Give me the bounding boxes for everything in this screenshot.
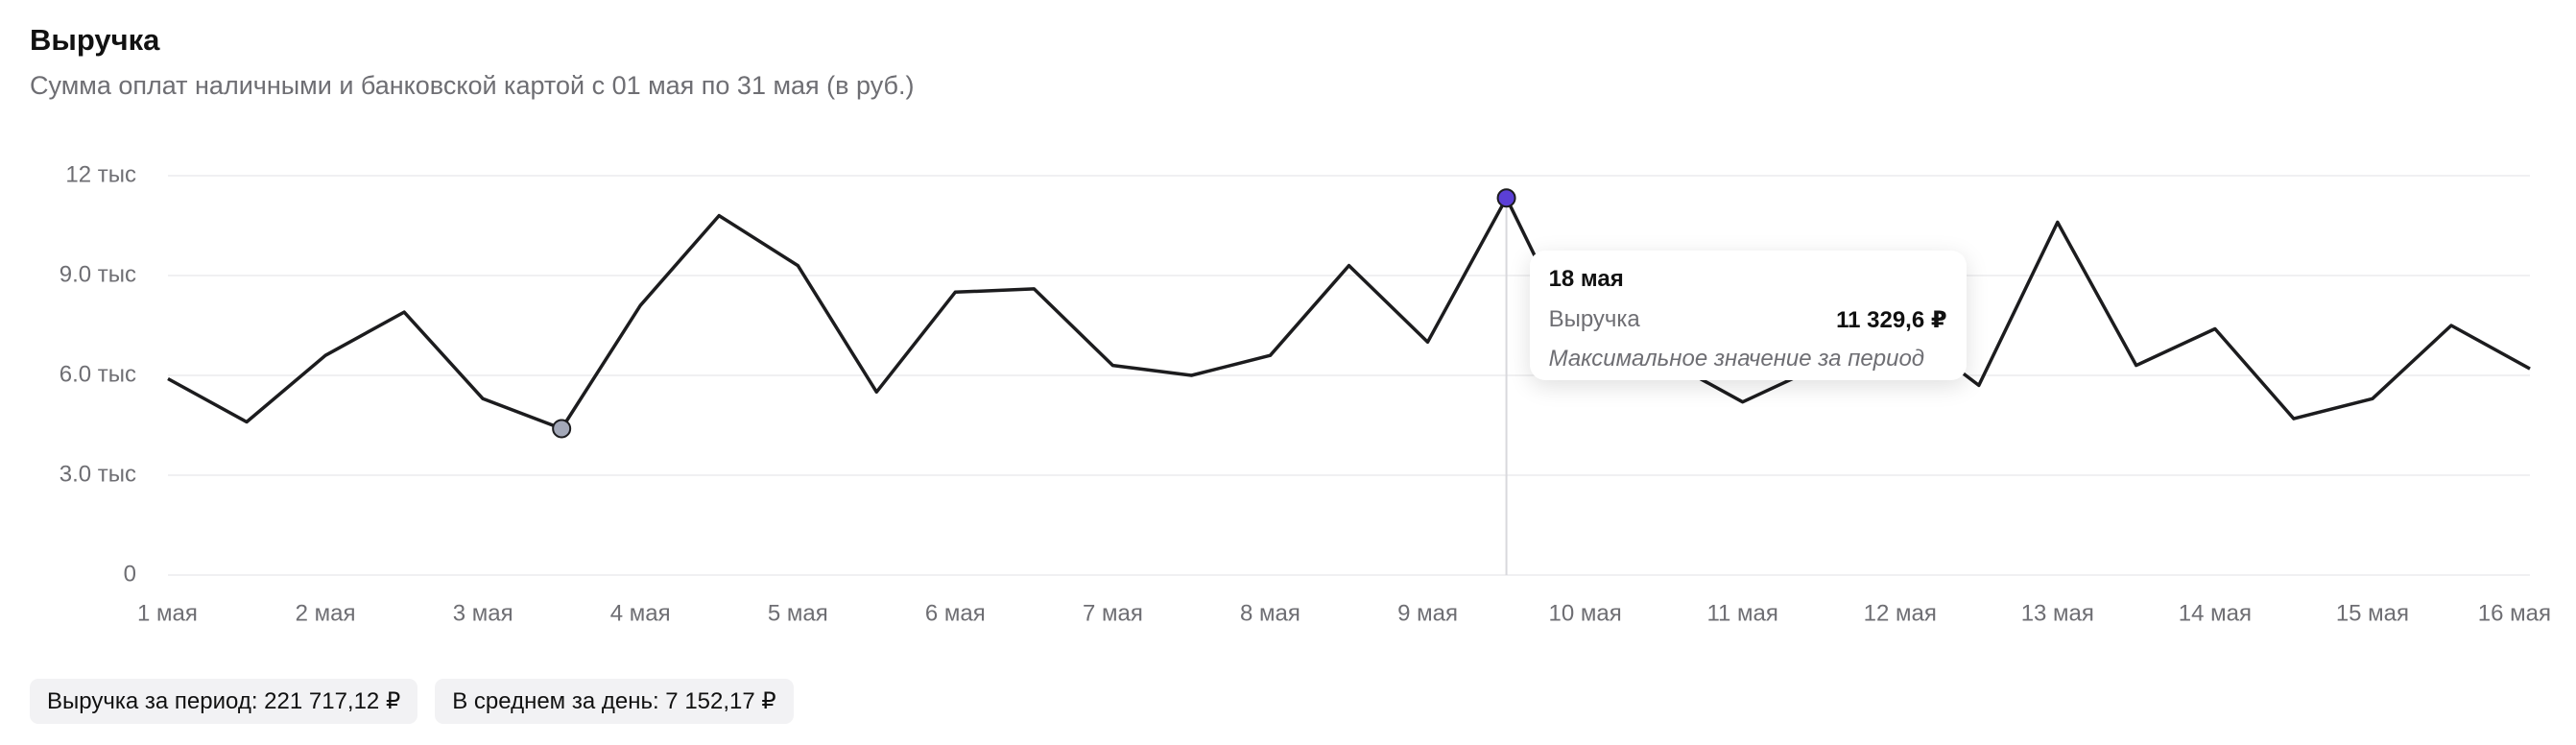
x-tick-label: 2 мая xyxy=(296,600,356,626)
x-tick-label: 6 мая xyxy=(925,600,986,626)
x-tick-label: 4 мая xyxy=(610,600,671,626)
x-tick-label: 8 мая xyxy=(1240,600,1300,626)
y-tick-label: 6.0 тыс xyxy=(60,361,136,387)
tooltip-row: Выручка 11 329,6 ₽ xyxy=(1549,306,1947,334)
tooltip: 18 мая Выручка 11 329,6 ₽ Максимальное з… xyxy=(1529,251,1967,381)
y-tick-label: 3.0 тыс xyxy=(60,461,136,487)
line xyxy=(167,196,2531,431)
x-tick-label: 1 мая xyxy=(137,600,198,626)
x-tick-label: 10 мая xyxy=(1548,600,1621,626)
x-tick-label: 11 мая xyxy=(1706,600,1777,626)
tooltip-label: Выручка xyxy=(1548,306,1640,333)
x-tick-label: 16 мая xyxy=(2478,600,2551,626)
x-tick-label: 12 мая xyxy=(1864,600,1937,626)
max-marker xyxy=(1496,188,1516,208)
subtitle: Сумма оплат наличными и банковской карто… xyxy=(30,71,915,100)
x-tick-label: 3 мая xyxy=(453,600,513,626)
chart: 0 3.0 тыс 6.0 тыс 9.0 тыс 12 тыс 1 мая 2 мая 3 … xyxy=(60,161,2551,626)
tooltip-date: 18 мая xyxy=(1548,266,1624,293)
x-tick-label: 5 мая xyxy=(768,600,828,626)
min-marker xyxy=(552,419,572,439)
title: Выручка xyxy=(30,23,160,57)
y-tick-label: 12 тыс xyxy=(65,161,136,187)
x-tick-label: 7 мая xyxy=(1083,600,1143,626)
x-tick-label: 13 мая xyxy=(2021,600,2094,626)
summary: Выручка за период: 221 717,12 ₽ В среднем… xyxy=(30,679,794,724)
y-tick-label: 0 xyxy=(124,561,136,587)
x-tick-label: 14 мая xyxy=(2179,600,2252,626)
tooltip-value: 11 329,6 ₽ xyxy=(1836,307,1947,334)
x-tick-label: 9 мая xyxy=(1397,600,1458,626)
summary-chip: Выручка за период: 221 717,12 ₽ xyxy=(30,679,418,724)
x-tick-label: 15 мая xyxy=(2336,600,2409,626)
tooltip-note: Максимальное значение за период xyxy=(1548,346,1925,372)
y-tick-label: 9.0 тыс xyxy=(60,261,136,287)
summary-chip: В среднем за день: 7 152,17 ₽ xyxy=(435,679,794,724)
